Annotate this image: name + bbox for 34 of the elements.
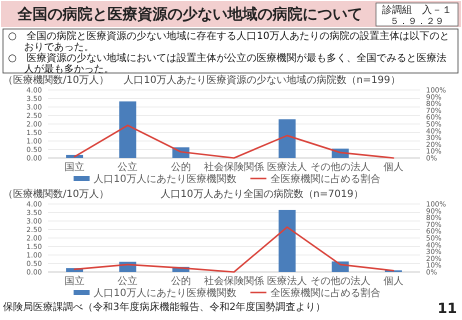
legend-label: 人口10万人にあたり医療機関数: [94, 173, 236, 185]
x-tick-label: 個人: [383, 276, 404, 287]
x-tick-label: 公立: [118, 161, 138, 173]
text: 全国の病院と医療資源の少ない地域の病院について: [16, 5, 362, 23]
y-axis-title: （医療機関数/10万人）: [3, 74, 110, 86]
line-series: [74, 124, 394, 159]
legend-label: 全医療機関に占める割合: [270, 287, 380, 299]
text: ５．９．２９: [390, 17, 444, 27]
bar: [278, 119, 296, 158]
legend-label: 人口10万人にあたり医療機関数: [94, 287, 236, 299]
text: 診調組 入－１: [382, 4, 452, 16]
x-tick-label: 医療法人: [267, 161, 308, 173]
x-tick-label: 公立: [118, 275, 138, 287]
text: ○ 医療資源の少ない地域においては設置主体が公立の医療機関が最も多く、全国でみると医療法人が最も多かった。: [8, 52, 447, 75]
y-axis-title: （医療機関数/10万人）: [3, 188, 110, 200]
x-tick-label: 社会保険関係: [204, 161, 264, 173]
chart-title: 人口10万人あたり全国の病院数（n=7019）: [160, 188, 364, 200]
x-tick-label: その他の法人: [310, 275, 370, 287]
x-tick-label: 公的: [170, 275, 191, 287]
chart-title: 人口10万人あたり医療資源の少ない地域の病院数（n=199）: [124, 74, 400, 86]
text: 11: [438, 301, 457, 317]
x-tick-label: 国立: [64, 161, 85, 173]
bar: [119, 101, 136, 158]
text: ○ 全国の病院と医療資源の少ない地域に存在する人口10万人あたりの病院の設置主体は以下のとおりであった。: [8, 30, 450, 53]
x-tick-label: 社会保険関係: [204, 275, 264, 287]
x-tick-label: 公的: [170, 161, 191, 173]
legend-label: 全医療機関に占める割合: [270, 173, 380, 185]
x-tick-label: 個人: [383, 162, 404, 173]
x-tick-label: 医療法人: [267, 275, 308, 287]
text: 保険局医療課調べ（令和3年度病床機能報告、令和2年度国勢調査より）: [3, 301, 326, 313]
line-series: [74, 226, 394, 273]
x-tick-label: その他の法人: [310, 161, 370, 173]
x-tick-label: 国立: [64, 275, 85, 287]
bar: [278, 210, 296, 272]
